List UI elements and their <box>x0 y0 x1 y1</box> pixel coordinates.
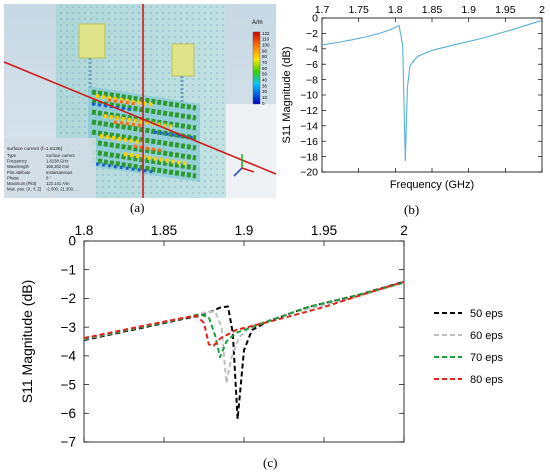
color-scale-tick: 60 <box>262 66 268 71</box>
plot-area <box>83 240 405 443</box>
color-scale-tick: 70 <box>262 60 268 65</box>
x-tick-label: 1.95 <box>311 223 337 238</box>
y-tick-label: −3 <box>61 320 76 335</box>
info-row-value: -2.000, 21.300, ... <box>46 187 79 192</box>
info-rows: Type Surface current Frequency 1.8138 GHz Wa… <box>7 153 79 192</box>
info-row-key: Type <box>7 153 17 158</box>
legend-label: 70 eps <box>470 352 504 364</box>
y-tick-label: −14 <box>300 120 318 132</box>
info-row-value: Surface current <box>46 153 75 158</box>
y-tick-label: −10 <box>300 90 318 102</box>
x-tick-label: 1.9 <box>235 223 254 238</box>
series-line-80-eps <box>83 280 405 347</box>
legend-label: 50 eps <box>470 308 504 320</box>
info-row-key: Plot attribute <box>7 170 31 175</box>
color-scale-tick: 122 <box>262 31 270 36</box>
info-row-value: 1.8138 GHz <box>46 159 68 164</box>
color-scale-tick: 80 <box>262 54 268 59</box>
y-tick-label: 0 <box>68 234 76 249</box>
x-tick-label: 1.75 <box>348 4 369 16</box>
x-axis-label: Frequency (GHz) <box>390 179 474 191</box>
x-tick-label: 1.8 <box>388 4 403 16</box>
color-scale-tick: 10 <box>262 95 268 100</box>
color-scale-unit: A/m <box>252 20 263 26</box>
x-tick-label: 2 <box>539 4 545 16</box>
info-row-value: 0 ° <box>46 175 51 180</box>
color-scale-tick: 20 <box>262 89 268 94</box>
caption-c: (c) <box>263 455 278 470</box>
y-tick-label: −18 <box>300 151 318 163</box>
legend-label: 60 eps <box>470 330 504 342</box>
caption-a: (a) <box>130 200 145 215</box>
x-tick-label: 1.9 <box>461 4 476 16</box>
info-row-key: Max. pos. (X, Y, Z) <box>7 187 42 192</box>
y-tick-label: −8 <box>306 74 318 86</box>
x-tick-label: 1.95 <box>495 4 516 16</box>
series-line-1 <box>321 19 543 161</box>
info-overlay <box>4 138 96 198</box>
axis-triad-icon <box>233 154 255 177</box>
color-scale-tick: 40 <box>262 77 268 82</box>
y-tick-label: −2 <box>61 291 76 306</box>
color-scale-tick: 90 <box>262 48 268 53</box>
plot-area <box>321 17 543 173</box>
y-tick-label: −4 <box>306 43 318 55</box>
info-row-key: Maximum (Plot) <box>7 181 37 186</box>
info-row-key: Wavelength <box>7 164 30 169</box>
y-tick-label: −1 <box>61 262 76 277</box>
x-tick-label: 1.7 <box>315 4 330 16</box>
surface-current-simulation: A/m 122 110 100 90 80 70 60 50 40 30 20 10 0 surface… <box>4 4 276 198</box>
ground-plane <box>226 104 276 198</box>
y-axis-label: S11 Magnitude (dB) <box>281 46 293 143</box>
color-scale-tick: 30 <box>262 83 268 88</box>
info-row-value: Instantaneous <box>46 170 72 175</box>
cut-plane-line <box>4 61 276 175</box>
color-scale-tick: 0 <box>262 101 265 106</box>
color-scale-tick: 100 <box>262 42 270 47</box>
series-line-50-eps <box>83 280 405 421</box>
y-tick-label: 0 <box>312 13 318 25</box>
x-tick-label: 1.85 <box>422 4 443 16</box>
y-tick-label: −2 <box>306 28 318 40</box>
chart-c: 1.8 1.85 1.9 1.95 2 0 −1 −2 −3 −4 −5 −6 −7 S11 Magnit… <box>19 223 504 450</box>
y-tick-label: −6 <box>61 406 76 421</box>
info-row-value: 165,302 mm <box>46 164 70 169</box>
color-scale-bar <box>252 31 261 105</box>
color-scale-tick: 50 <box>262 72 268 77</box>
y-tick-label: −5 <box>61 377 76 392</box>
legend-label: 80 eps <box>470 374 504 386</box>
y-axis-label: S11 Magnitude (dB) <box>19 280 35 403</box>
x-tick-label: 2 <box>400 223 408 238</box>
y-tick-label: −16 <box>300 136 318 148</box>
current-distribution <box>88 86 200 182</box>
x-tick-label: 1.8 <box>75 223 94 238</box>
patch-pad-right <box>171 43 195 77</box>
y-tick-label: −6 <box>306 59 318 71</box>
y-tick-label: −7 <box>61 435 76 450</box>
info-row-key: Frequency <box>7 159 28 164</box>
y-tick-label: −12 <box>300 105 318 117</box>
info-row-value: 122.141 A/m <box>46 181 70 186</box>
patch-pad-left <box>78 23 106 59</box>
color-scale-tick: 110 <box>262 37 270 42</box>
x-tick-label: 1.85 <box>151 223 177 238</box>
info-title: surface current (f=1.8136) <box>7 146 63 152</box>
info-row-key: Phase <box>7 175 20 180</box>
y-tick-label: −20 <box>300 167 318 179</box>
chart-b: 1.7 1.75 1.8 1.85 1.9 1.95 2 0 −2 −4 −6 −8 −10 −12 −14… <box>281 4 545 191</box>
y-tick-label: −4 <box>61 349 77 364</box>
caption-b: (b) <box>404 202 420 217</box>
